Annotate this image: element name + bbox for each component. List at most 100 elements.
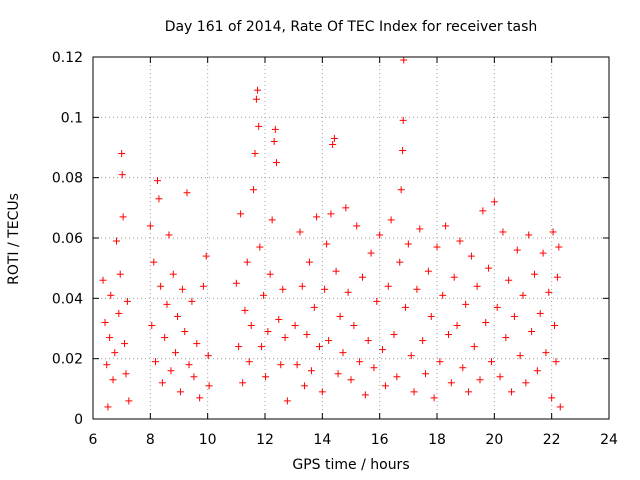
data-point — [456, 237, 464, 245]
data-point — [118, 150, 126, 158]
data-point — [185, 361, 193, 369]
y-tick-label: 0 — [74, 412, 83, 428]
data-point — [334, 370, 342, 378]
data-point — [476, 376, 484, 384]
data-point — [505, 276, 513, 284]
x-tick-label: 12 — [256, 432, 274, 448]
data-point — [552, 358, 560, 366]
data-point — [467, 252, 475, 260]
data-point — [430, 394, 438, 402]
data-point — [347, 376, 355, 384]
data-point — [427, 312, 435, 320]
data-point — [169, 270, 177, 278]
data-point — [548, 394, 556, 402]
data-point — [188, 297, 196, 305]
data-point — [204, 352, 212, 360]
data-point — [243, 258, 251, 266]
x-axis-label: GPS time / hours — [292, 457, 409, 473]
data-point — [530, 270, 538, 278]
data-point — [237, 210, 245, 218]
data-point — [510, 312, 518, 320]
data-point — [508, 388, 516, 396]
x-tick-label: 10 — [199, 432, 217, 448]
data-point — [123, 297, 131, 305]
data-point — [116, 270, 124, 278]
data-point — [174, 312, 182, 320]
data-point — [436, 358, 444, 366]
data-point — [271, 125, 279, 133]
data-point — [111, 349, 119, 357]
data-point — [232, 279, 240, 287]
x-tick-label: 8 — [146, 432, 155, 448]
data-point — [493, 303, 501, 311]
data-point — [410, 388, 418, 396]
data-point — [459, 364, 467, 372]
data-point — [161, 334, 169, 342]
data-point — [163, 300, 171, 308]
y-tick-label: 0.12 — [52, 50, 83, 66]
data-point — [281, 334, 289, 342]
data-point — [413, 285, 421, 293]
data-point — [99, 276, 107, 284]
data-point — [315, 343, 323, 351]
data-point — [329, 140, 337, 148]
data-point — [379, 346, 387, 354]
data-point — [364, 337, 372, 345]
data-point — [407, 352, 415, 360]
data-point — [545, 288, 553, 296]
y-tick-label: 0.08 — [52, 171, 83, 187]
x-tick-label: 6 — [89, 432, 98, 448]
data-points — [99, 56, 564, 411]
data-point — [404, 240, 412, 248]
data-point — [381, 382, 389, 390]
data-point — [283, 397, 291, 405]
data-point — [442, 222, 450, 230]
data-point — [424, 267, 432, 275]
data-point — [154, 177, 161, 185]
data-point — [336, 312, 344, 320]
data-point — [553, 273, 561, 281]
data-point — [422, 370, 430, 378]
data-point — [101, 318, 109, 326]
data-point — [307, 367, 315, 375]
data-point — [262, 373, 270, 381]
data-point — [487, 358, 495, 366]
data-point — [332, 267, 340, 275]
data-point — [533, 367, 541, 375]
data-point — [482, 318, 490, 326]
data-point — [358, 273, 366, 281]
data-point — [325, 337, 333, 345]
data-point — [266, 270, 274, 278]
data-point — [502, 334, 510, 342]
data-point — [353, 222, 361, 230]
data-point — [155, 195, 163, 203]
data-point — [119, 213, 127, 221]
data-point — [549, 228, 557, 236]
data-point — [256, 243, 264, 251]
data-point — [327, 210, 335, 218]
data-point — [323, 240, 331, 248]
chart-title: Day 161 of 2014, Rate Of TEC Index for r… — [165, 19, 538, 35]
data-point — [318, 388, 326, 396]
data-point — [202, 252, 210, 260]
data-point — [125, 397, 133, 405]
data-point — [298, 282, 306, 290]
data-point — [245, 358, 253, 366]
data-point — [183, 189, 191, 197]
data-point — [122, 370, 130, 378]
data-point — [419, 337, 427, 345]
data-point — [103, 361, 111, 369]
data-point — [106, 334, 114, 342]
data-point — [150, 258, 158, 266]
data-point — [199, 282, 207, 290]
data-point — [252, 95, 260, 103]
data-point — [115, 309, 123, 317]
data-point — [462, 300, 470, 308]
data-point — [522, 379, 530, 387]
data-point — [303, 331, 311, 339]
data-point — [401, 303, 409, 311]
data-point — [296, 228, 304, 236]
data-point — [384, 282, 392, 290]
data-point — [255, 122, 263, 130]
